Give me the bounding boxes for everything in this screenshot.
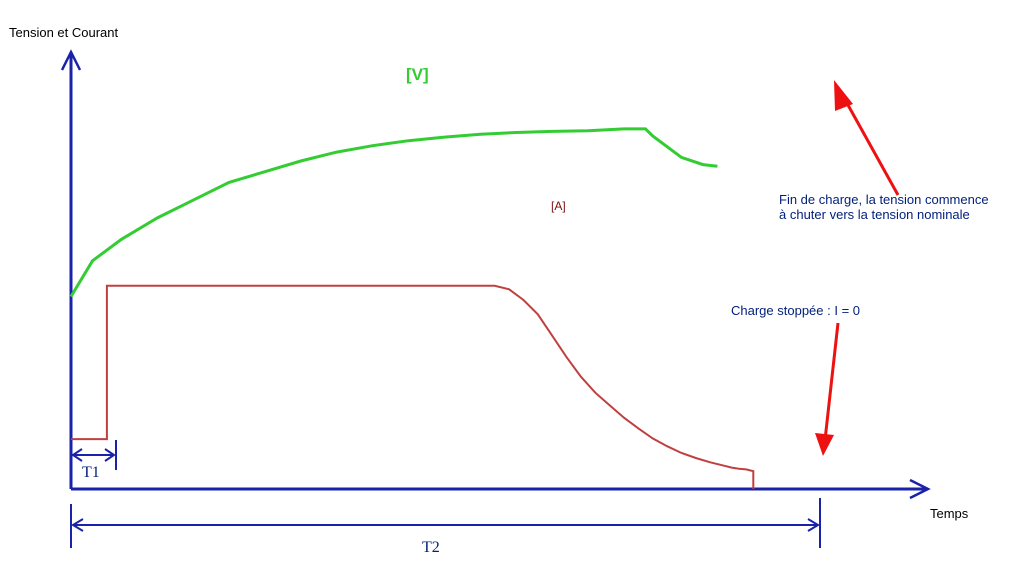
t2-label: T2 [422, 539, 440, 556]
arrow-end-of-charge-head [834, 80, 853, 111]
t1-arrowhead-right [104, 448, 116, 462]
x-axis-arrowhead [909, 478, 931, 500]
annotation-charge-stopped: Charge stoppée : I = 0 [731, 303, 860, 318]
y-axis-title: Tension et Courant [9, 25, 119, 40]
t2-arrowhead-right [807, 518, 820, 532]
series-label-voltage: [V] [406, 65, 429, 84]
t1-arrowhead-left [71, 448, 83, 462]
annotation-end-of-charge-line1: Fin de charge, la tension commence [779, 192, 989, 207]
interval-t1: T1 [70, 440, 117, 481]
series-line-current [71, 284, 755, 489]
t2-arrowhead-left [71, 518, 84, 532]
annotation-end-of-charge-line2: à chuter vers la tension nominale [779, 207, 970, 222]
series-line-voltage [69, 127, 718, 298]
t1-label: T1 [82, 464, 100, 481]
axes [60, 49, 931, 500]
arrow-end-of-charge [841, 95, 900, 196]
interval-t2: T2 [70, 498, 821, 556]
arrow-charge-stopped [823, 322, 840, 441]
series-label-current: [A] [551, 199, 566, 213]
arrow-charge-stopped-head [815, 433, 834, 456]
y-axis-arrowhead [60, 49, 82, 71]
x-axis-title: Temps [930, 506, 969, 521]
